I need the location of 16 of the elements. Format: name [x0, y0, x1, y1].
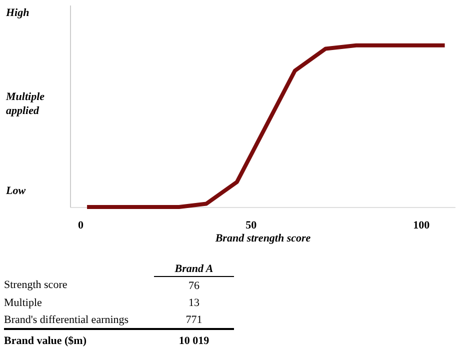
text: Low — [6, 184, 27, 198]
x-tick-label: 0 — [78, 220, 84, 232]
x-axis-title: Brand strength score — [214, 232, 311, 244]
text: Multiple — [4, 296, 43, 310]
text: 771 — [184, 312, 204, 328]
text: Strength score — [4, 278, 68, 294]
x-tick-label: 100 — [413, 220, 430, 232]
text: 13 — [188, 296, 200, 310]
text: 10 019 — [154, 329, 234, 351]
text: High — [6, 6, 30, 20]
text: Brand's differential earnings — [4, 312, 130, 328]
text: 76 — [188, 278, 200, 294]
x-tick-label: 50 — [246, 220, 258, 232]
text: Brand value ($m) — [4, 329, 154, 351]
text: Brand A — [154, 262, 234, 276]
y-axis-title: Multiple applied — [6, 90, 46, 118]
